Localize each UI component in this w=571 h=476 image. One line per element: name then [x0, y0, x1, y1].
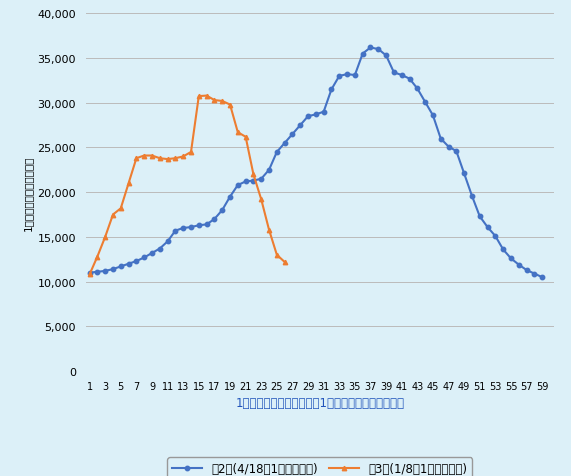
第3波(1/8を1日目とする): [140, 153, 147, 159]
第3波(1/8を1日目とする): [274, 252, 280, 258]
第3波(1/8を1日目とする): [118, 206, 124, 212]
第2波(4/18を1日目とする): [86, 270, 93, 276]
第3波(1/8を1日目とする): [148, 153, 155, 159]
X-axis label: 1日当たり新規感染者数が1万人を超えてからの日数: 1日当たり新規感染者数が1万人を超えてからの日数: [235, 397, 404, 409]
第2波(4/18を1日目とする): [421, 100, 428, 106]
第3波(1/8を1日目とする): [172, 156, 179, 162]
第3波(1/8を1日目とする): [211, 98, 218, 104]
第3波(1/8を1日目とする): [164, 157, 171, 163]
第3波(1/8を1日目とする): [102, 235, 108, 240]
第3波(1/8を1日目とする): [227, 102, 234, 108]
第3波(1/8を1日目とする): [180, 154, 187, 160]
第2波(4/18を1日目とする): [367, 46, 374, 51]
第3波(1/8を1日目とする): [282, 259, 288, 265]
第2波(4/18を1日目とする): [133, 258, 140, 264]
第2波(4/18を1日目とする): [203, 222, 210, 228]
第3波(1/8を1日目とする): [110, 212, 116, 218]
Y-axis label: 1日当たりの新規感染者数: 1日当たりの新規感染者数: [23, 155, 33, 230]
第3波(1/8を1日目とする): [86, 272, 93, 278]
第3波(1/8を1日目とする): [125, 181, 132, 187]
第2波(4/18を1日目とする): [102, 268, 108, 274]
第3波(1/8を1日目とする): [235, 130, 242, 136]
第3波(1/8を1日目とする): [94, 254, 100, 260]
第3波(1/8を1日目とする): [266, 228, 272, 233]
Line: 第2波(4/18を1日目とする): 第2波(4/18を1日目とする): [87, 46, 544, 280]
Line: 第3波(1/8を1日目とする): 第3波(1/8を1日目とする): [87, 94, 287, 277]
第3波(1/8を1日目とする): [187, 150, 194, 156]
第2波(4/18を1日目とする): [320, 109, 327, 115]
Legend: 第2波(4/18を1日目とする), 第3波(1/8を1日目とする): 第2波(4/18を1日目とする), 第3波(1/8を1日目とする): [167, 457, 472, 476]
第3波(1/8を1日目とする): [250, 172, 257, 178]
第3波(1/8を1日目とする): [258, 197, 265, 203]
第3波(1/8を1日目とする): [133, 156, 140, 162]
第3波(1/8を1日目とする): [203, 93, 210, 99]
第3波(1/8を1日目とする): [242, 135, 249, 140]
第2波(4/18を1日目とする): [156, 246, 163, 252]
第3波(1/8を1日目とする): [195, 94, 202, 100]
第3波(1/8を1日目とする): [156, 156, 163, 162]
第2波(4/18を1日目とする): [539, 275, 546, 280]
第3波(1/8を1日目とする): [219, 99, 226, 105]
